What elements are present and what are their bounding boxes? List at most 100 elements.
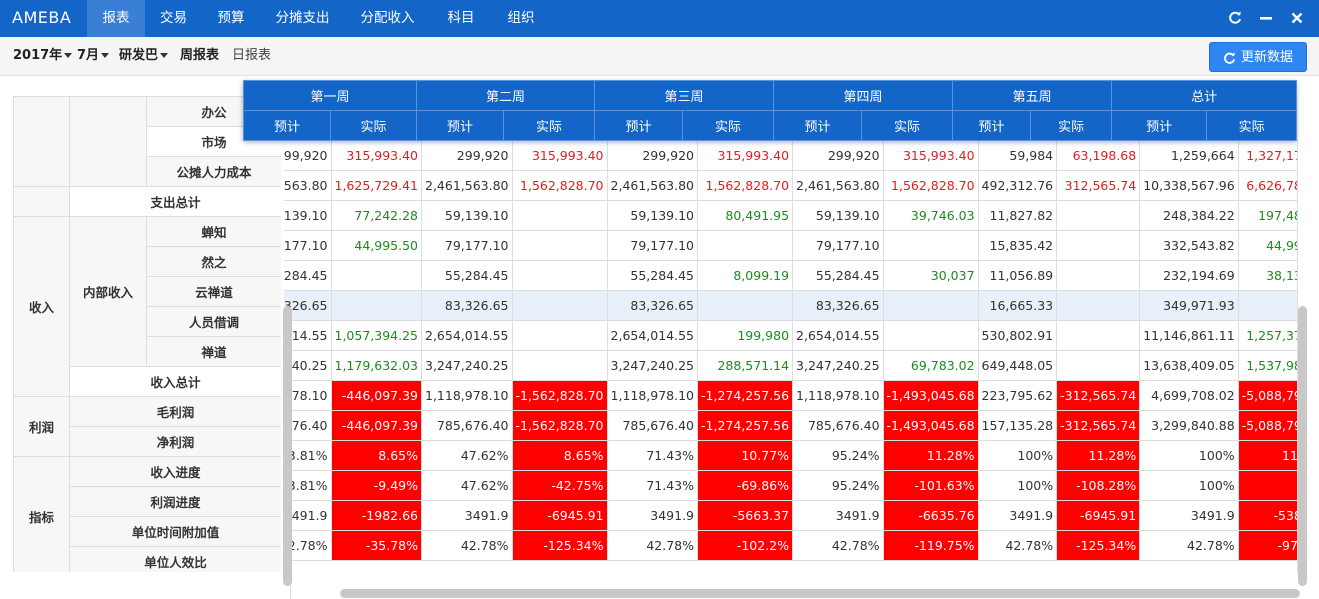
row-label: 收入总计 bbox=[69, 366, 281, 397]
actual-cell bbox=[882, 290, 979, 321]
week-header: 第四周 bbox=[773, 80, 954, 111]
week-header: 第三周 bbox=[594, 80, 775, 111]
planned-cell: 55,284.45 bbox=[606, 260, 699, 291]
planned-cell: 2,654,014.55 bbox=[792, 320, 884, 351]
actual-cell: 77,242.28 bbox=[330, 200, 422, 231]
actual-cell: -1,493,045.68 bbox=[882, 380, 979, 411]
table-row: 55,284.4555,284.4555,284.458,099.1955,28… bbox=[284, 260, 1297, 291]
actual-cell: -69.86% bbox=[697, 470, 794, 501]
actual-cell bbox=[330, 260, 422, 291]
nav-tab-transaction[interactable]: 交易 bbox=[160, 10, 187, 26]
actual-cell bbox=[882, 230, 979, 261]
planned-cell: 1,118,978.10 bbox=[606, 380, 699, 411]
planned-cell: 3,299,840.88 bbox=[1139, 410, 1239, 441]
planned-cell: 3491.9 bbox=[1139, 500, 1239, 531]
actual-cell: -6945.91 bbox=[511, 500, 608, 531]
planned-cell: 16,665.33 bbox=[977, 290, 1058, 321]
planned-header: 预计 bbox=[416, 110, 505, 141]
actual-cell: 315,993.40 bbox=[330, 140, 422, 171]
group-indicator-label: 指标 bbox=[13, 456, 70, 572]
actual-cell: 1,625,729.41 bbox=[330, 170, 422, 201]
table-row: 42.78% -35.78% 42.78% -125.34% 42.78% -102.2%… bbox=[284, 530, 1297, 561]
planned-cell: 299,920 bbox=[606, 140, 699, 171]
actual-cell: 315,993.40 bbox=[882, 140, 979, 171]
app-brand: AMEBA bbox=[12, 8, 72, 27]
planned-cell: 2,654,014.55 bbox=[606, 320, 699, 351]
group-income-label: 收入 bbox=[13, 216, 70, 397]
table-row: 23.81% -9.49% 47.62% -42.75% 71.43% -69.86% 95… bbox=[284, 470, 1297, 501]
planned-cell: 332,543.82 bbox=[1139, 230, 1239, 261]
actual-cell: -6635.76 bbox=[882, 500, 979, 531]
vertical-scrollbar-left[interactable] bbox=[283, 306, 292, 586]
actual-header: 实际 bbox=[1206, 110, 1298, 141]
grid-right-border bbox=[1297, 96, 1298, 572]
actual-cell: -312,565.74 bbox=[1056, 410, 1141, 441]
actual-cell bbox=[1056, 350, 1141, 381]
actual-cell: -97.18% bbox=[1237, 530, 1297, 561]
minimize-icon[interactable] bbox=[1253, 5, 1279, 31]
planned-cell: 79,177.10 bbox=[284, 230, 332, 261]
planned-cell: 100% bbox=[1139, 470, 1239, 501]
actual-cell bbox=[511, 320, 608, 351]
actual-cell: % bbox=[1237, 470, 1297, 501]
row-label: 云禅道 bbox=[146, 276, 281, 307]
planned-cell: 3491.9 bbox=[606, 500, 699, 531]
nav-tab-allocated-income[interactable]: 分配收入 bbox=[360, 10, 415, 26]
actual-cell: 44,995.50 bbox=[330, 230, 422, 261]
update-data-button[interactable]: 更新数据 bbox=[1209, 42, 1307, 72]
row-label: 利润进度 bbox=[69, 486, 281, 517]
actual-cell: 1,562,828.70 bbox=[697, 170, 794, 201]
nav-tab-report[interactable]: 报表 bbox=[87, 0, 145, 37]
planned-cell: 100% bbox=[1139, 440, 1239, 471]
daily-report-link[interactable]: 日报表 bbox=[232, 48, 272, 63]
planned-cell: 95.24% bbox=[792, 440, 884, 471]
table-row: 83,326.6583,326.6583,326.6583,326.6516,6… bbox=[284, 290, 1297, 321]
planned-cell: 2,461,563.80 bbox=[284, 170, 332, 201]
actual-cell: 315,993.40 bbox=[697, 140, 794, 171]
actual-cell: -1982.66 bbox=[330, 500, 422, 531]
actual-cell: 11.28% bbox=[1056, 440, 1141, 471]
department-dropdown[interactable]: 研发巴 bbox=[119, 37, 169, 75]
nav-tab-budget[interactable]: 预算 bbox=[217, 10, 245, 26]
month-dropdown[interactable]: 7月 bbox=[77, 37, 110, 75]
planned-cell: 299,920 bbox=[284, 140, 332, 171]
horizontal-scrollbar[interactable] bbox=[340, 589, 1300, 598]
vertical-scrollbar[interactable] bbox=[1298, 306, 1307, 586]
planned-cell: 10,338,567.96 bbox=[1139, 170, 1239, 201]
actual-cell: 38,136.19 bbox=[1237, 260, 1297, 291]
actual-cell: 39,746.03 bbox=[882, 200, 979, 231]
planned-cell: 47.62% bbox=[421, 440, 513, 471]
planned-cell: 157,135.28 bbox=[977, 410, 1058, 441]
actual-cell: 315,993.40 bbox=[511, 140, 608, 171]
actual-cell: 8.65% bbox=[511, 440, 608, 471]
planned-cell: 2,461,563.80 bbox=[792, 170, 884, 201]
refresh-icon[interactable] bbox=[1222, 5, 1248, 31]
department-label: 研发巴 bbox=[119, 48, 159, 63]
planned-cell: 2,461,563.80 bbox=[606, 170, 699, 201]
row-label: 毛利润 bbox=[69, 396, 281, 427]
actual-cell: 288,571.14 bbox=[697, 350, 794, 381]
top-navbar: AMEBA 报表 交易 预算 分摊支出 分配收入 科目 组织 bbox=[0, 0, 1319, 37]
actual-cell bbox=[1056, 230, 1141, 261]
report-data-grid[interactable]: 299,920315,993.40299,920315,993.40299,92… bbox=[284, 140, 1297, 572]
planned-cell: 42.78% bbox=[977, 530, 1058, 561]
planned-cell: 71.43% bbox=[606, 440, 699, 471]
planned-cell: 13,638,409.05 bbox=[1139, 350, 1239, 381]
planned-cell: 15,835.42 bbox=[977, 230, 1058, 261]
actual-cell: -125.34% bbox=[1056, 530, 1141, 561]
close-icon[interactable] bbox=[1284, 5, 1310, 31]
actual-cell bbox=[1056, 290, 1141, 321]
grid-left-border bbox=[290, 572, 291, 599]
actual-cell: 80,491.95 bbox=[697, 200, 794, 231]
planned-cell: 223,795.62 bbox=[977, 380, 1058, 411]
planned-cell: 100% bbox=[977, 440, 1058, 471]
actual-cell: 1,257,374.25 bbox=[1237, 320, 1297, 351]
nav-tab-allocated-expense[interactable]: 分摊支出 bbox=[275, 10, 330, 26]
nav-tab-subject[interactable]: 科目 bbox=[447, 10, 475, 26]
table-row: 3491.9 -1982.66 3491.9 -6945.91 3491.9 -5663.… bbox=[284, 500, 1297, 531]
nav-tab-organization[interactable]: 组织 bbox=[507, 10, 535, 26]
weekly-report-link[interactable]: 周报表 bbox=[180, 48, 220, 63]
actual-cell: -108.28% bbox=[1056, 470, 1141, 501]
year-dropdown[interactable]: 2017年 bbox=[13, 37, 73, 75]
planned-cell: 55,284.45 bbox=[421, 260, 513, 291]
